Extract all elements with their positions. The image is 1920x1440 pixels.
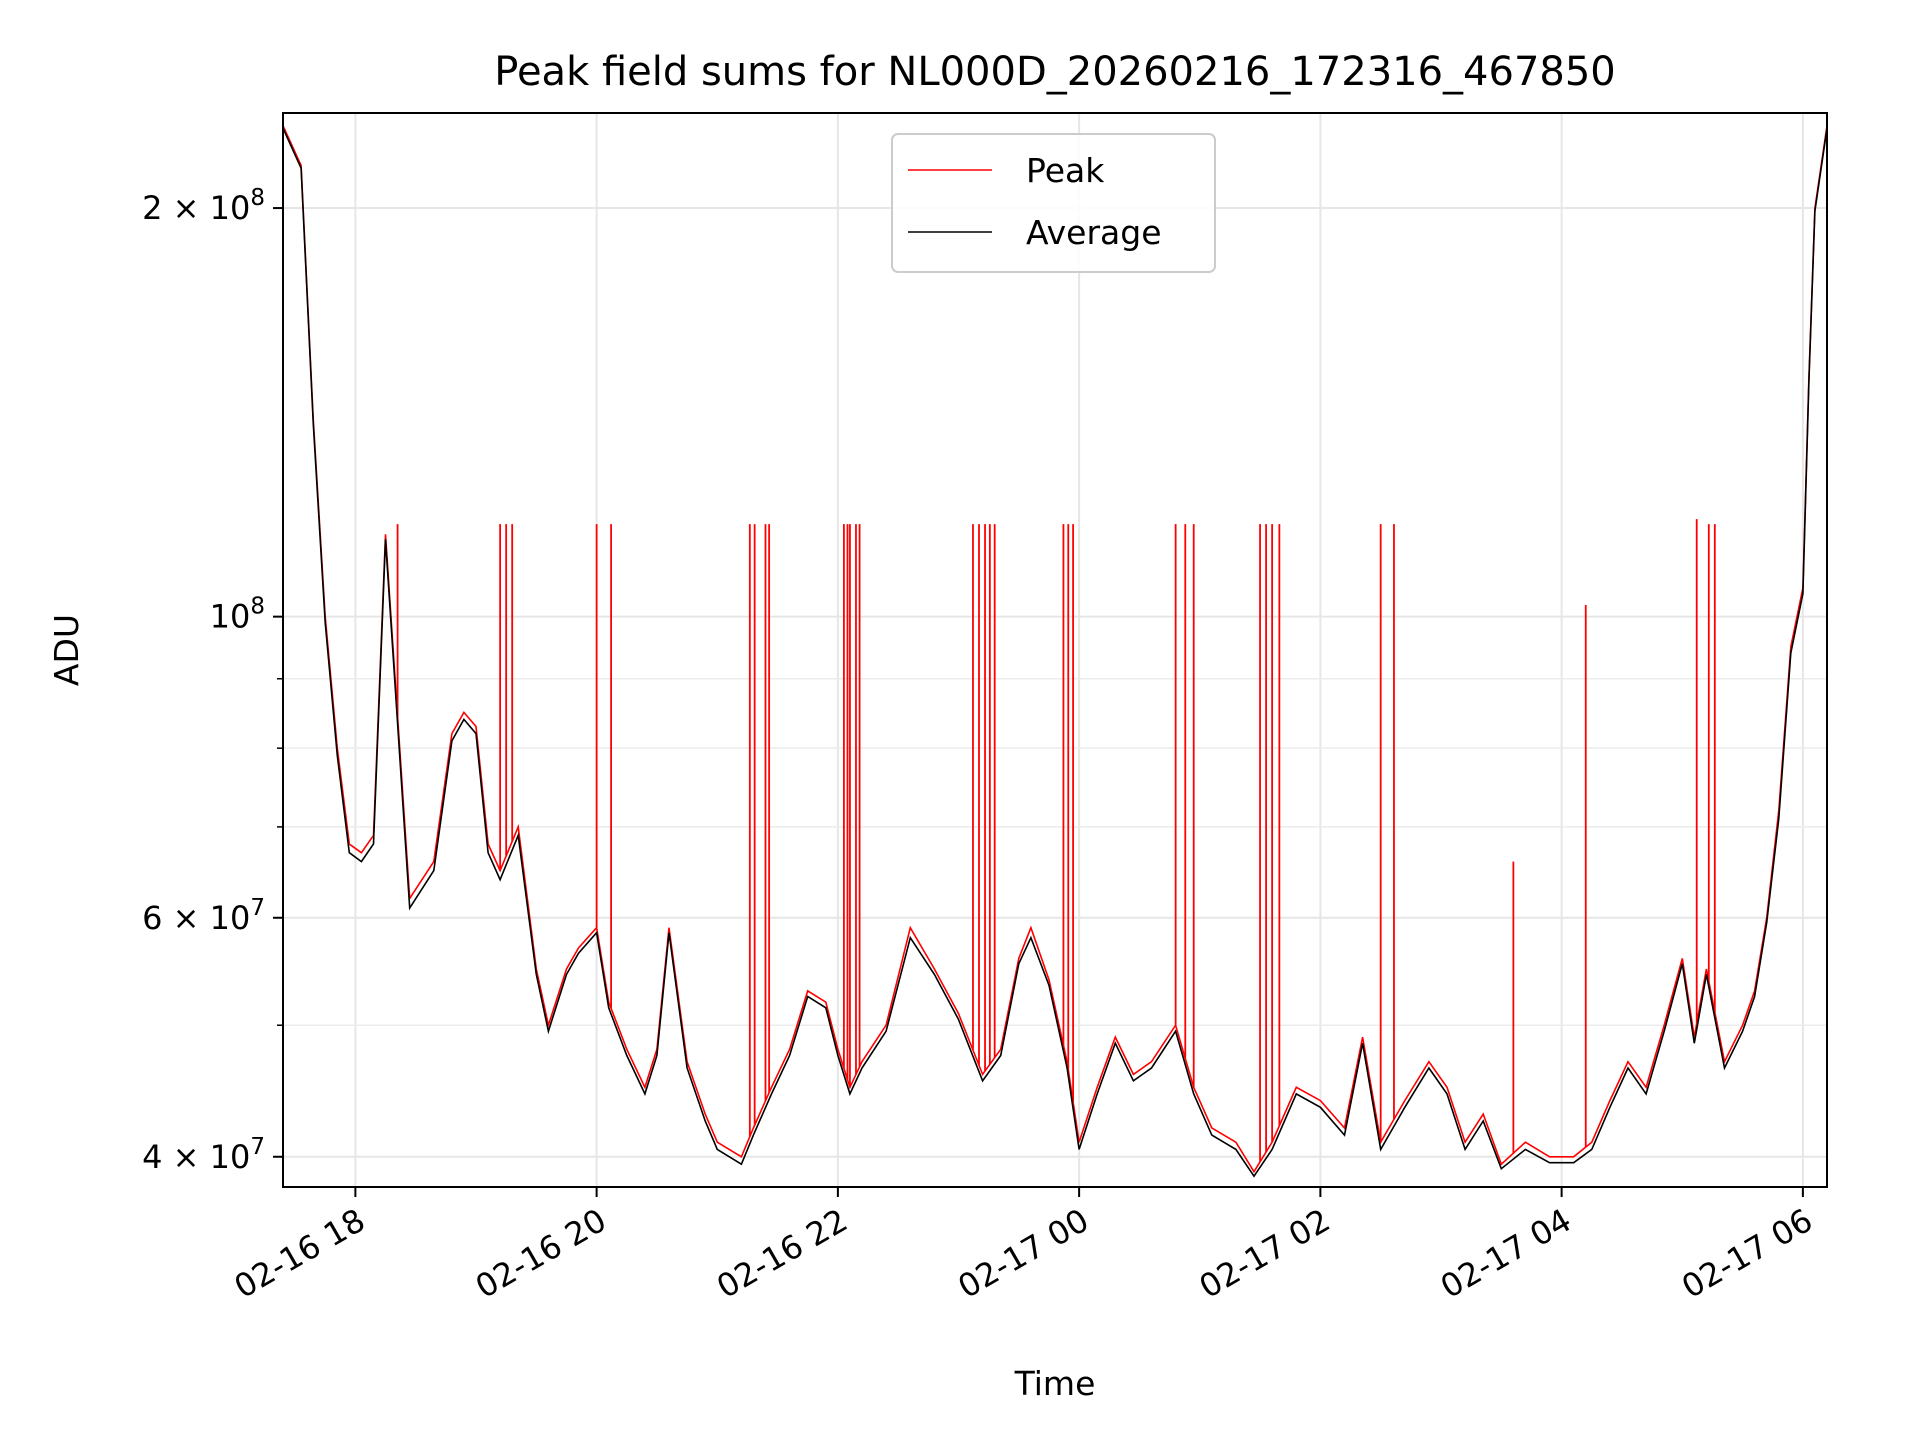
plot-frame xyxy=(282,112,1828,1188)
y-tick-label: 6 × 107 xyxy=(142,895,265,937)
y-tick-label: 2 × 108 xyxy=(142,185,265,227)
legend-label-average: Average xyxy=(1026,213,1162,252)
y-tick-label: 4 × 107 xyxy=(142,1134,265,1176)
series-line-average xyxy=(283,127,1827,1178)
x-axis-title: Time xyxy=(1014,1364,1096,1403)
plot-area xyxy=(283,125,1827,1178)
y-axis-ticks: 4 × 107 6 × 107 108 2 × 108 xyxy=(142,185,283,1176)
series-line-peak xyxy=(283,125,1827,1174)
legend-box xyxy=(891,133,1216,273)
y-axis-title: ADU xyxy=(47,614,86,686)
peak-spikes xyxy=(396,519,1716,1162)
chart-title: Peak field sums for NL000D_20260216_1723… xyxy=(494,49,1615,95)
legend: Peak Average xyxy=(891,133,1216,273)
legend-label-peak: Peak xyxy=(1026,151,1105,190)
y-tick-label: 108 xyxy=(210,594,265,636)
